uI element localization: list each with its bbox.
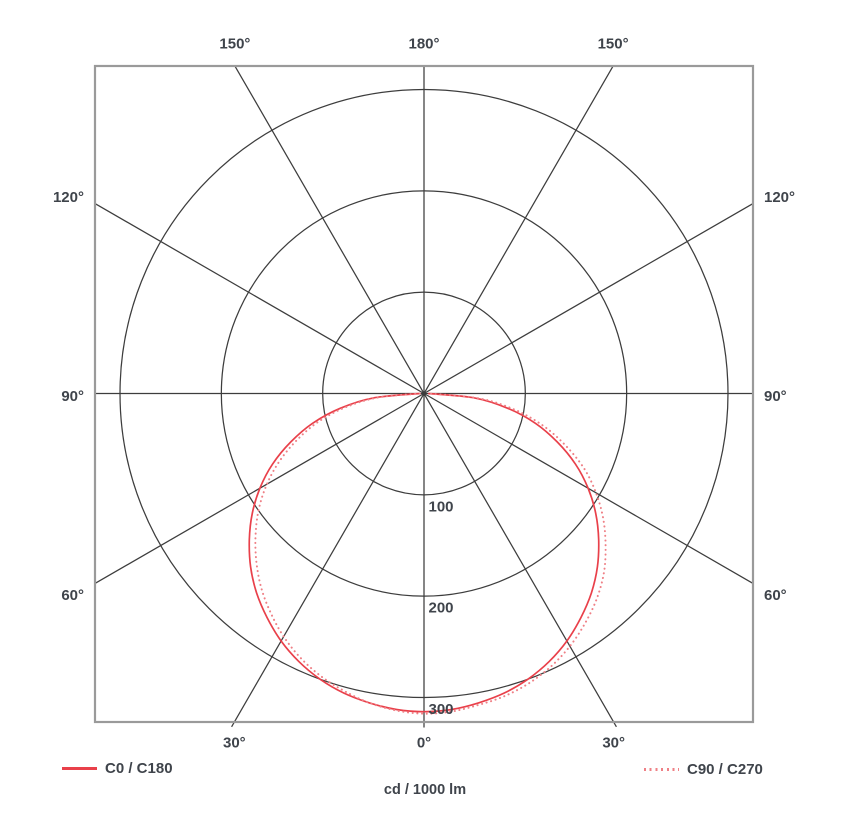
angle-label: 180° [408,36,439,53]
plot-border [93,64,755,724]
angle-label: 0° [417,735,431,752]
radial-tick-label: 200 [429,600,454,617]
radial-grid-circle [220,190,628,597]
angle-label: 60° [764,587,787,604]
angle-label: 150° [598,36,629,53]
curve-c90-c270 [254,392,607,715]
angle-label: 60° [61,587,84,604]
radial-tick-label: 100 [429,498,454,515]
curve-c0-c180 [248,392,600,713]
solid-line-swatch [62,767,97,770]
radial-grid-circle [322,291,526,496]
legend-c0-c180: C0 / C180 [62,760,173,777]
dotted-line-swatch [644,768,679,771]
angle-label: 90° [61,388,84,405]
angle-grid-line [423,393,617,728]
angle-grid-line [423,65,614,394]
angle-grid-line [231,393,425,728]
unit-caption: cd / 1000 lm [383,782,467,798]
radial-tick-label: 300 [429,701,454,718]
angle-label: 120° [764,189,795,206]
legend-label-c0-c180: C0 / C180 [105,760,173,777]
angle-label: 30° [223,735,246,752]
angle-label: 150° [219,36,250,53]
angle-grid-line [423,203,754,395]
legend-c90-c270: C90 / C270 [644,761,763,778]
angle-grid-line [94,203,425,395]
angle-label: 30° [602,735,625,752]
angle-label: 90° [764,388,787,405]
radial-grid-circle [119,88,729,699]
legend-label-c90-c270: C90 / C270 [687,761,763,778]
angle-label: 120° [53,189,84,206]
angle-grid-line [234,65,425,394]
